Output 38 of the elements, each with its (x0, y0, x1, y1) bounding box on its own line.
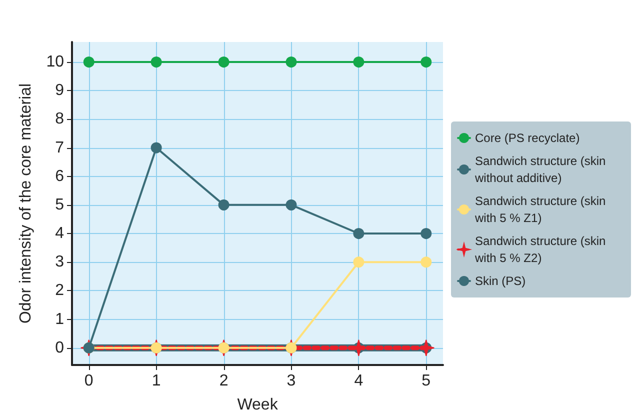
x-axis-title: Week (237, 396, 279, 414)
x-tick-label: 3 (286, 372, 296, 390)
point (286, 199, 297, 210)
x-tick-label: 0 (84, 372, 94, 390)
point (353, 228, 364, 240)
point (420, 228, 432, 240)
y-tick-label: 3 (55, 254, 64, 271)
y-tick-label: 7 (55, 139, 64, 156)
x-tick-label: 5 (422, 372, 431, 390)
y-tick-label: 8 (55, 110, 64, 128)
y-tick-label: 2 (55, 282, 64, 300)
x-tick-label: 1 (152, 372, 161, 390)
x-tick-label: 4 (354, 372, 364, 390)
point (353, 56, 364, 68)
y-tick-label: 9 (55, 82, 64, 100)
point (286, 56, 297, 68)
point (420, 56, 432, 68)
legend-label: Sandwich structure (skin with 5 % Z2) (474, 234, 610, 265)
point (353, 256, 364, 268)
y-tick-label: 6 (55, 168, 64, 185)
legend-label: Sandwich structure (skin with 5 % Z1) (474, 194, 610, 225)
y-tick-label: 5 (55, 196, 64, 214)
point (420, 256, 432, 268)
point (83, 56, 94, 68)
point (150, 56, 162, 68)
y-tick-label: 4 (55, 225, 64, 242)
point (218, 199, 230, 210)
point (150, 142, 162, 154)
legend-label: Skin (PS) (475, 274, 526, 288)
legend-label: Core (PS recyclate) (475, 131, 580, 145)
point (418, 339, 435, 356)
x-tick-label: 2 (219, 372, 228, 390)
legend-label: Sandwich structure (skin without additive) (474, 154, 610, 185)
y-tick-label: 10 (46, 54, 64, 71)
y-axis-title: Odor intensity of the core material (18, 83, 34, 324)
point (218, 56, 230, 68)
y-tick-label: 0 (55, 339, 64, 356)
y-tick-label: 1 (55, 310, 64, 328)
